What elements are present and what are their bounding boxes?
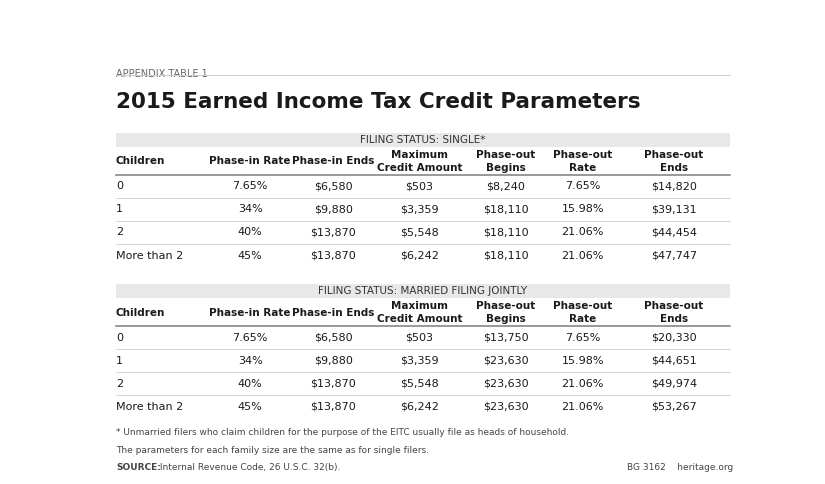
Text: 2015 Earned Income Tax Credit Parameters: 2015 Earned Income Tax Credit Parameters [116,91,640,112]
Text: $13,870: $13,870 [310,379,356,389]
Text: $18,110: $18,110 [483,204,529,214]
Text: $44,651: $44,651 [651,356,696,366]
Text: 2: 2 [116,227,123,238]
Text: $23,630: $23,630 [483,356,529,366]
Text: 0: 0 [116,182,123,191]
Text: Children: Children [116,308,165,318]
Text: $3,359: $3,359 [400,356,439,366]
Text: $9,880: $9,880 [314,356,353,366]
Text: 1: 1 [116,356,123,366]
Text: SOURCE:: SOURCE: [116,463,161,472]
Text: 2: 2 [116,379,123,389]
Text: More than 2: More than 2 [116,402,183,412]
Text: $9,880: $9,880 [314,204,353,214]
Text: 1: 1 [116,204,123,214]
Text: 7.65%: 7.65% [565,182,601,191]
Text: 7.65%: 7.65% [233,182,268,191]
Text: $49,974: $49,974 [651,379,697,389]
Bar [116,284,729,298]
Text: Phase-out
Rate: Phase-out Rate [553,150,612,172]
Text: $47,747: $47,747 [651,251,697,260]
Text: Maximum
Credit Amount: Maximum Credit Amount [377,302,462,324]
Text: $20,330: $20,330 [651,333,696,343]
Text: Internal Revenue Code, 26 U.S.C. 32(b).: Internal Revenue Code, 26 U.S.C. 32(b). [158,463,341,472]
Text: 40%: 40% [238,227,262,238]
Text: 34%: 34% [238,356,262,366]
Text: FILING STATUS: SINGLE*: FILING STATUS: SINGLE* [361,135,485,145]
Text: $503: $503 [406,333,434,343]
Text: The parameters for each family size are the same as for single filers.: The parameters for each family size are … [116,446,429,454]
Text: $44,454: $44,454 [651,227,697,238]
Text: 15.98%: 15.98% [561,356,604,366]
Text: 21.06%: 21.06% [562,379,604,389]
Text: $39,131: $39,131 [651,204,696,214]
Text: Phase-out
Begins: Phase-out Begins [476,150,535,172]
Text: 45%: 45% [238,402,262,412]
Text: 21.06%: 21.06% [562,402,604,412]
Text: 7.65%: 7.65% [565,333,601,343]
Text: $13,750: $13,750 [483,333,529,343]
Text: $6,580: $6,580 [314,333,352,343]
Text: More than 2: More than 2 [116,251,183,260]
Text: $5,548: $5,548 [400,227,439,238]
Text: 34%: 34% [238,204,262,214]
Text: $3,359: $3,359 [400,204,439,214]
Text: BG 3162    heritage.org: BG 3162 heritage.org [627,463,733,472]
Text: 40%: 40% [238,379,262,389]
Text: $18,110: $18,110 [483,227,529,238]
Text: $6,242: $6,242 [400,251,439,260]
Text: Phase-in Rate: Phase-in Rate [210,308,291,318]
Text: Phase-in Rate: Phase-in Rate [210,156,291,166]
Text: Phase-out
Ends: Phase-out Ends [644,302,704,324]
Text: 0: 0 [116,333,123,343]
Text: Phase-out
Rate: Phase-out Rate [553,302,612,324]
Text: Phase-out
Begins: Phase-out Begins [476,302,535,324]
Text: Phase-out
Ends: Phase-out Ends [644,150,704,172]
Text: 45%: 45% [238,251,262,260]
Text: Maximum
Credit Amount: Maximum Credit Amount [377,150,462,172]
Text: $5,548: $5,548 [400,379,439,389]
Text: $18,110: $18,110 [483,251,529,260]
Text: * Unmarried filers who claim children for the purpose of the EITC usually file a: * Unmarried filers who claim children fo… [116,428,569,437]
Text: Phase-in Ends: Phase-in Ends [292,156,375,166]
Text: $6,242: $6,242 [400,402,439,412]
Text: Phase-in Ends: Phase-in Ends [292,308,375,318]
Text: $8,240: $8,240 [487,182,526,191]
Text: FILING STATUS: MARRIED FILING JOINTLY: FILING STATUS: MARRIED FILING JOINTLY [318,286,527,296]
Text: $53,267: $53,267 [651,402,696,412]
Text: Children: Children [116,156,165,166]
Text: 7.65%: 7.65% [233,333,268,343]
Text: $23,630: $23,630 [483,402,529,412]
Text: $13,870: $13,870 [310,227,356,238]
Text: 21.06%: 21.06% [562,251,604,260]
Text: $6,580: $6,580 [314,182,352,191]
Text: $503: $503 [406,182,434,191]
Bar [116,133,729,147]
Text: $13,870: $13,870 [310,402,356,412]
Text: $23,630: $23,630 [483,379,529,389]
Text: 21.06%: 21.06% [562,227,604,238]
Text: APPENDIX TABLE 1: APPENDIX TABLE 1 [116,69,208,79]
Text: $13,870: $13,870 [310,251,356,260]
Text: 15.98%: 15.98% [561,204,604,214]
Text: $14,820: $14,820 [651,182,696,191]
